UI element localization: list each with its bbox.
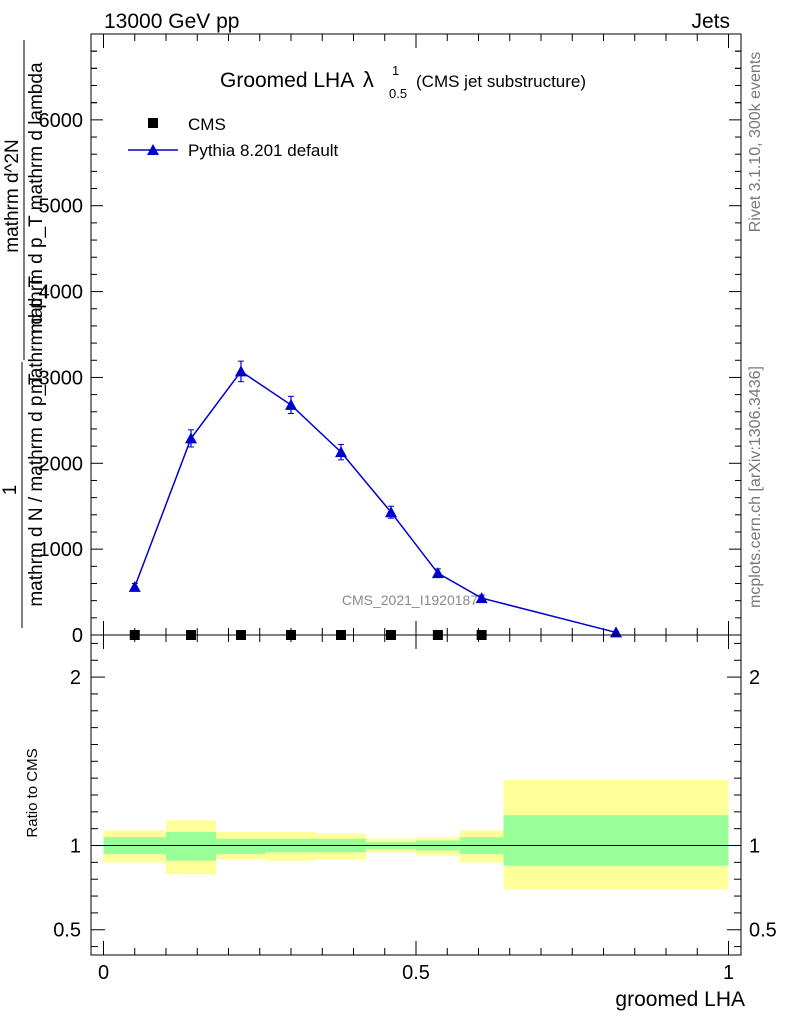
ratio-y-tick-label-right: 0.5 (749, 920, 777, 942)
watermark-label: CMS_2021_I1920187 (342, 592, 478, 608)
y-label-numerator: 1 (0, 485, 21, 496)
plot-title-sup: 1 (392, 63, 399, 78)
ratio-y-tick-label-left: 2 (70, 667, 81, 689)
mcplots-label: mcplots.cern.ch [arXiv:1306.3436] (747, 366, 764, 608)
ratio-y-tick-label-left: 1 (70, 836, 81, 858)
plot-title-lambda: λ (363, 67, 374, 92)
rivet-version-label: Rivet 3.1.10, 300k events (747, 52, 764, 233)
pythia-point (385, 506, 397, 518)
pythia-point (128, 580, 141, 592)
main-y-tick-label: 6000 (39, 110, 84, 132)
ratio-inner-band (216, 838, 266, 854)
main-y-tick-label: 4000 (39, 282, 84, 304)
ratio-x-axis: 0 0.5 1 (98, 635, 734, 984)
legend-pythia-marker (147, 144, 159, 155)
y-label-denominator: mathrm d N / mathrm d p_T (26, 373, 47, 607)
plot-title-note: (CMS jet substructure) (416, 72, 586, 91)
legend-cms-label: CMS (188, 115, 226, 134)
pythia-point (185, 432, 197, 444)
pythia-point (475, 592, 488, 604)
pythia-point (431, 567, 444, 579)
plot-title-text: Groomed LHA (220, 69, 354, 92)
ratio-inner-band (166, 832, 216, 861)
legend-pythia-label: Pythia 8.201 default (188, 141, 339, 160)
ratio-plot-panel: 0.5 0.51 12 2 0 0.5 1 Ratio to CMS groomed LH… (24, 634, 777, 1011)
y-label-mathpart: mathrm d p_T (26, 275, 47, 394)
pythia-point (235, 365, 247, 377)
x-axis-label: groomed LHA (615, 988, 745, 1011)
main-y-tick-label: 5000 (39, 196, 84, 218)
ratio-x-tick-label: 0 (98, 962, 109, 984)
legend: CMS Pythia 8.201 default (128, 115, 339, 160)
y-label-frac-num: mathrm d^2N (2, 139, 23, 252)
pythia-point (335, 446, 347, 458)
legend-cms-marker (148, 118, 158, 128)
main-y-axis-label: mathrm d^2N mathrm d p_T mathrm d lambda… (0, 40, 47, 628)
plot-title-sub: 0.5 (389, 86, 407, 101)
pythia-point (285, 398, 297, 410)
ratio-y-tick-label-left: 0.5 (53, 920, 81, 942)
main-y-tick-label: 3000 (39, 367, 84, 389)
main-y-axis: 0 1000 2000 3000 4000 5000 6000 (39, 33, 741, 647)
main-y-tick-label: 2000 (39, 453, 84, 475)
header-right-label: Jets (691, 10, 730, 33)
plot-title: Groomed LHA λ 1 0.5 (CMS jet substructur… (220, 63, 586, 101)
ratio-x-tick-label: 1 (723, 962, 734, 984)
svg-text:Groomed LHA λ: Groomed LHA λ (220, 67, 374, 92)
main-plot-panel: 0 1000 2000 3000 4000 5000 6000 CMS_2021_I1920… (39, 33, 742, 647)
main-y-tick-label: 0 (72, 625, 83, 647)
main-y-tick-label: 1000 (39, 539, 84, 561)
ratio-y-tick-label-right: 2 (749, 667, 760, 689)
ratio-inner-band (503, 815, 729, 866)
ratio-y-tick-label-right: 1 (749, 836, 760, 858)
ratio-y-axis: 0.5 0.5 1 1 2 2 (53, 642, 777, 948)
y-label-frac-den: mathrm d p_T mathrm d lambda (26, 62, 47, 333)
ratio-bands (103, 779, 729, 890)
header-left-label: 13000 GeV pp (104, 10, 239, 33)
ratio-x-tick-label: 0.5 (402, 962, 430, 984)
ratio-y-axis-label: Ratio to CMS (24, 748, 41, 837)
